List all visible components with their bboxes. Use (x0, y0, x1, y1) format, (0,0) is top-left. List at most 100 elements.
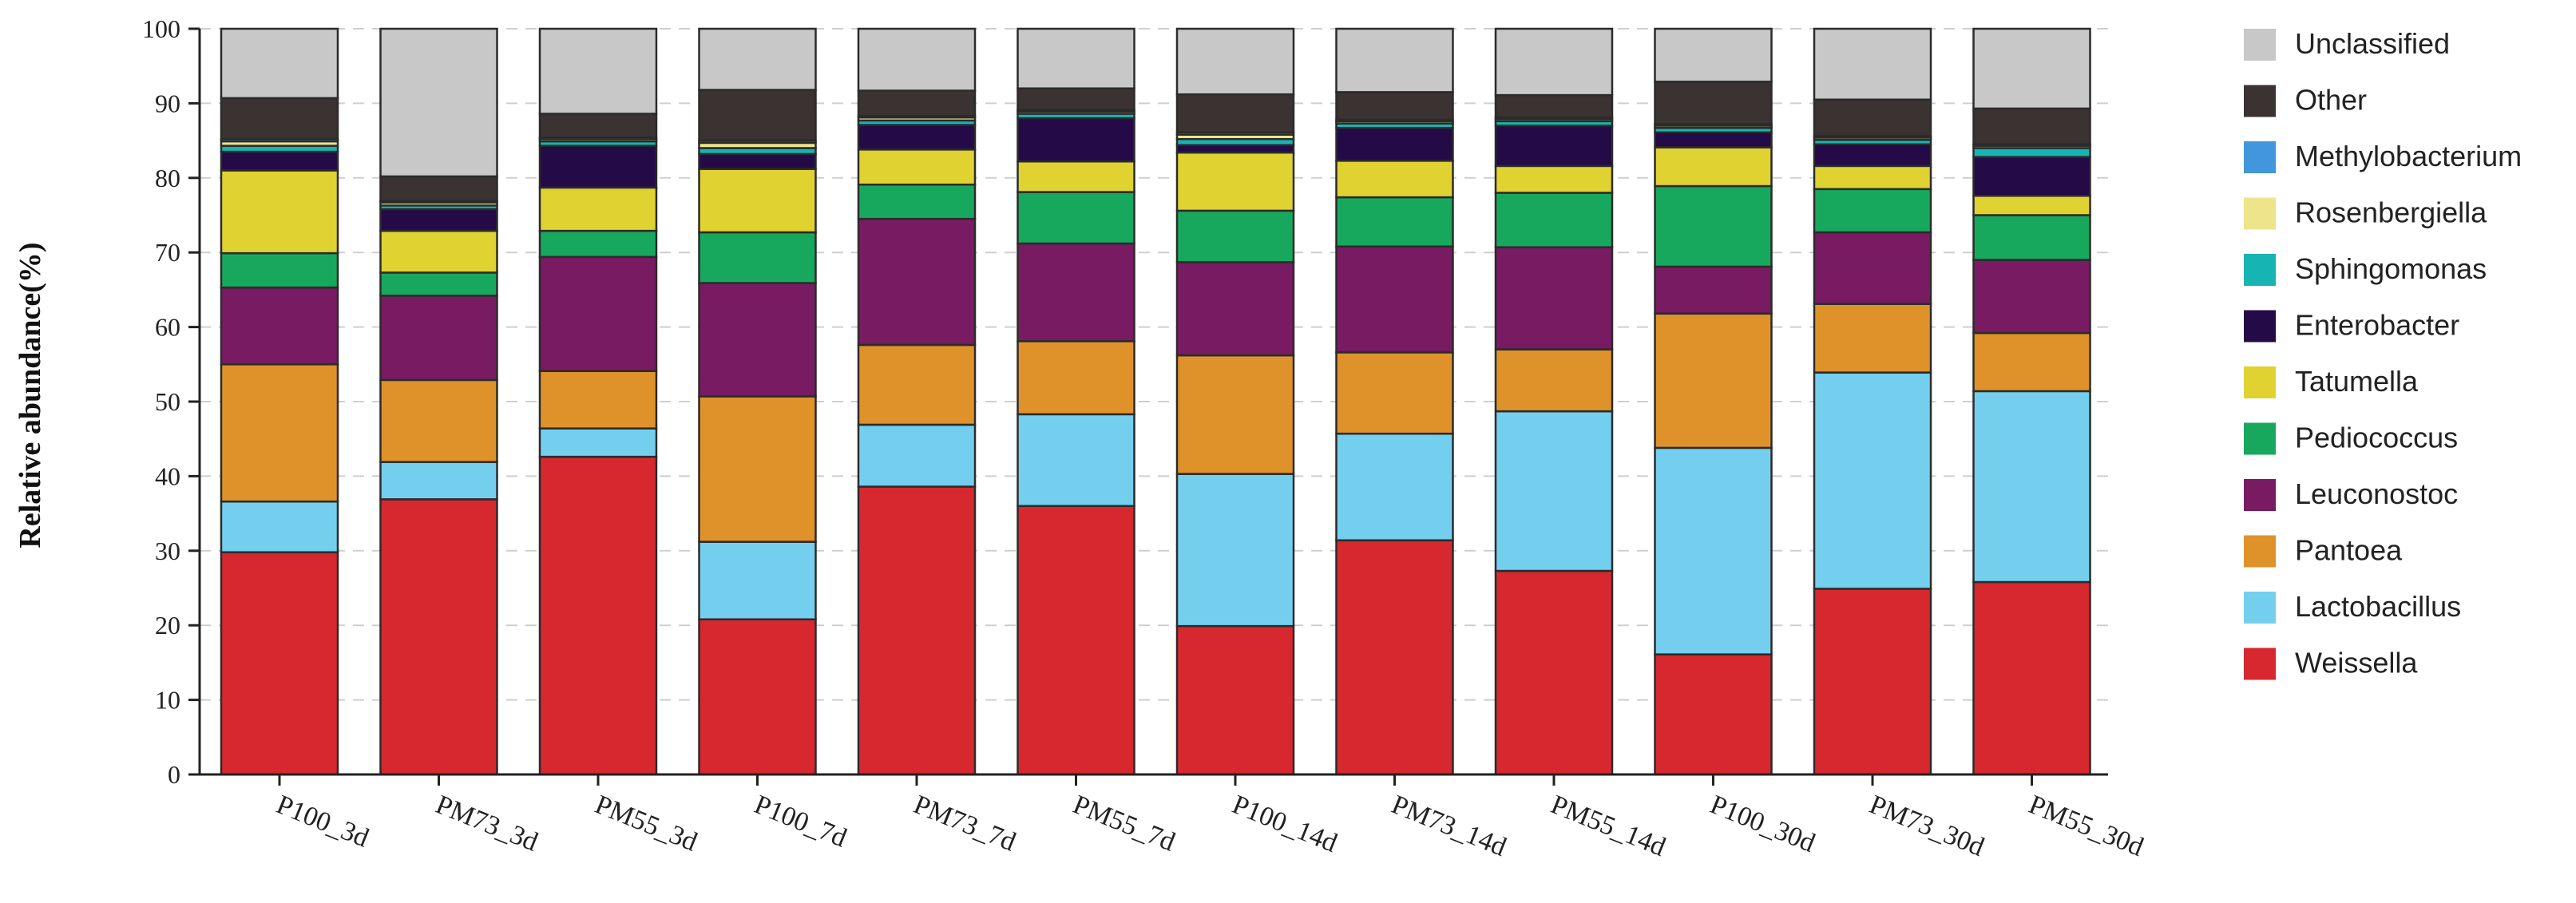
bar-P100_3d-Enterobacter (220, 150, 339, 172)
x-tick-label-PM55_30d: PM55_30d (2025, 790, 2148, 862)
bar-PM55_7d-Pediococcus (1017, 191, 1135, 245)
x-tick-label-PM55_7d: PM55_7d (1069, 790, 1179, 857)
y-tick-label-50: 50 (155, 387, 180, 416)
bar-PM55_7d-Enterobacter (1017, 117, 1135, 163)
bar-P100_3d-Lactobacillus (220, 500, 339, 553)
legend-swatch-Pantoea (2244, 535, 2276, 568)
bar-PM73_7d-Pantoea (857, 343, 977, 426)
y-tick-label-60: 60 (155, 313, 180, 342)
bar-P100_3d-Pediococcus (220, 251, 339, 289)
bar-PM55_3d-Pantoea (538, 370, 658, 430)
bar-stack-PM55_3d (538, 27, 658, 776)
y-tick-label-20: 20 (155, 611, 180, 640)
legend-label-Leuconostoc: Leuconostoc (2295, 477, 2458, 510)
bar-P100_30d-Weissella (1654, 653, 1773, 776)
legend-swatch-Rosenbergiella (2244, 197, 2276, 230)
bar-PM55_3d-Tatumella (538, 186, 658, 232)
bar-P100_14d-Other (1175, 93, 1295, 134)
y-tick-label-90: 90 (155, 89, 180, 117)
y-tick-label-40: 40 (155, 461, 180, 490)
legend-label-Lactobacillus: Lactobacillus (2295, 590, 2461, 623)
legend-swatch-Tatumella (2244, 366, 2276, 398)
bar-P100_7d-Leuconostoc (698, 282, 817, 398)
bar-PM55_30d-Weissella (1972, 580, 2091, 776)
bar-PM55_3d-Pediococcus (538, 229, 658, 259)
bar-PM55_3d-Leuconostoc (538, 255, 658, 372)
legend-item-Methylobacterium: Methylobacterium (2244, 140, 2522, 173)
bar-PM73_7d-Pediococcus (857, 183, 977, 220)
bar-P100_30d-Lactobacillus (1654, 446, 1773, 655)
legend-item-Other: Other (2244, 84, 2367, 117)
bar-P100_7d-Pantoea (698, 395, 817, 543)
x-tick-label-PM73_14d: PM73_14d (1388, 790, 1511, 862)
bar-stack-PM55_7d (1017, 27, 1135, 776)
bar-PM55_30d-Lactobacillus (1972, 390, 2091, 584)
bar-stack-PM73_3d (379, 27, 498, 776)
bar-PM55_14d-Pantoea (1494, 348, 1614, 413)
x-tick-label-P100_30d: P100_30d (1706, 790, 1820, 858)
bar-P100_7d-Lactobacillus (698, 541, 817, 620)
bar-PM55_14d-Other (1494, 93, 1614, 119)
bar-stack-P100_7d (698, 27, 817, 776)
y-axis-ticks: 0 10 20 30 40 50 60 70 80 90 100 (142, 14, 200, 789)
bar-PM55_14d-Leuconostoc (1494, 246, 1614, 351)
bar-P100_30d-Unclassified (1654, 27, 1773, 83)
x-tick-label-P100_7d: P100_7d (751, 790, 851, 853)
bar-stack-PM55_30d (1972, 27, 2091, 776)
legend-label-Other: Other (2295, 84, 2367, 117)
bar-PM73_7d-Tatumella (857, 149, 977, 186)
bar-P100_3d-Pantoea (220, 363, 339, 503)
x-tick-label-P100_14d: P100_14d (1228, 790, 1342, 858)
bar-P100_30d-Tatumella (1654, 146, 1773, 188)
bar-PM55_30d-Pantoea (1972, 331, 2091, 393)
legend-label-Enterobacter: Enterobacter (2295, 309, 2459, 342)
y-tick-label-10: 10 (155, 686, 180, 715)
x-tick-label-PM55_14d: PM55_14d (1547, 790, 1670, 862)
bar-PM73_7d-Weissella (857, 485, 977, 776)
bar-P100_7d-Pediococcus (698, 231, 817, 284)
bar-PM55_7d-Pantoea (1017, 340, 1135, 416)
bar-PM73_30d-Pantoea (1813, 303, 1932, 374)
legend-swatch-Pediococcus (2244, 422, 2276, 455)
bar-stack-P100_30d (1654, 27, 1773, 776)
legend-item-Unclassified: Unclassified (2244, 27, 2450, 61)
bar-P100_3d-Tatumella (220, 169, 339, 255)
bar-PM73_30d-Lactobacillus (1813, 371, 1932, 590)
bar-P100_14d-Lactobacillus (1175, 473, 1295, 628)
bar-P100_14d-Tatumella (1175, 151, 1295, 212)
bars-group (220, 27, 2091, 776)
bar-PM73_30d-Leuconostoc (1813, 231, 1932, 305)
x-tick-label-PM55_3d: PM55_3d (591, 790, 701, 857)
legend-swatch-Unclassified (2244, 29, 2276, 61)
bar-P100_7d-Unclassified (698, 27, 817, 91)
bar-PM73_14d-Tatumella (1335, 160, 1454, 199)
bar-PM73_7d-Lactobacillus (857, 423, 977, 488)
bar-P100_30d-Other (1654, 81, 1773, 125)
bar-P100_30d-Pediococcus (1654, 184, 1773, 268)
bar-P100_14d-Enterobacter (1175, 144, 1295, 154)
y-tick-label-70: 70 (155, 238, 180, 267)
bar-P100_3d-Leuconostoc (220, 286, 339, 366)
legend-label-Methylobacterium: Methylobacterium (2295, 140, 2522, 172)
bar-PM73_30d-Unclassified (1813, 27, 1932, 101)
legend-item-Rosenbergiella: Rosenbergiella (2244, 196, 2487, 230)
y-axis-label: Relative abundance(%) (14, 242, 47, 548)
legend-swatch-Enterobacter (2244, 310, 2276, 343)
y-tick-label-80: 80 (155, 164, 180, 192)
bar-PM73_14d-Other (1335, 91, 1454, 121)
legend-swatch-Other (2244, 85, 2276, 117)
legend-item-Sphingomonas: Sphingomonas (2244, 252, 2487, 286)
bar-stack-P100_14d (1175, 27, 1295, 776)
y-tick-label-100: 100 (142, 14, 180, 43)
legend-label-Pediococcus: Pediococcus (2295, 422, 2458, 454)
legend-item-Weissella: Weissella (2244, 647, 2418, 680)
x-tick-label-P100_3d: P100_3d (272, 790, 373, 853)
bar-PM55_14d-Weissella (1494, 569, 1614, 776)
bar-PM55_3d-Lactobacillus (538, 427, 658, 458)
bar-PM73_14d-Enterobacter (1335, 126, 1454, 162)
bar-PM55_3d-Other (538, 113, 658, 139)
bar-P100_30d-Enterobacter (1654, 131, 1773, 149)
legend-swatch-Leuconostoc (2244, 479, 2276, 511)
bar-P100_14d-Pantoea (1175, 354, 1295, 475)
bar-P100_7d-Enterobacter (698, 152, 817, 170)
